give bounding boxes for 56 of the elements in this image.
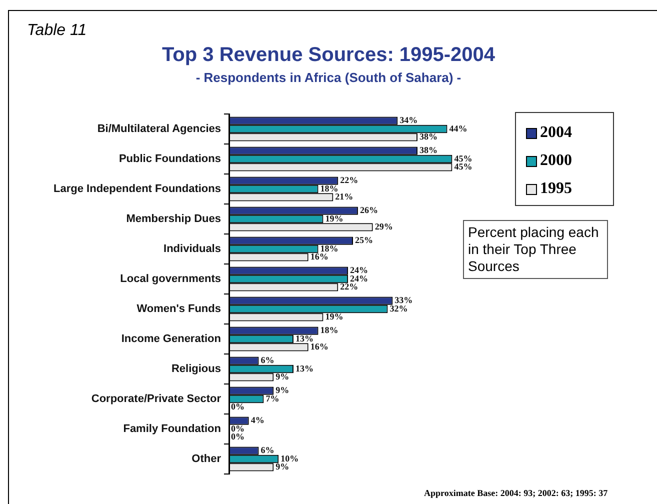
y-tick-label: Religious xyxy=(171,363,221,376)
y-tick-label: Bi/Multilateral Agencies xyxy=(97,123,221,136)
data-label: 29% xyxy=(374,222,393,232)
data-label: 18% xyxy=(320,183,338,194)
data-label: 22% xyxy=(340,282,358,292)
data-label: 44% xyxy=(449,123,468,134)
data-label: 9% xyxy=(276,462,290,472)
data-label: 38% xyxy=(419,132,438,142)
caption: Table 11 xyxy=(27,22,87,40)
data-label: 22% xyxy=(340,175,358,186)
data-label: 13% xyxy=(295,333,314,344)
data-label: 19% xyxy=(325,213,344,224)
chart-subtitle: - Respondents in Africa (South of Sahara) - xyxy=(194,70,462,85)
y-tick-label: Corporate/Private Sector xyxy=(91,393,222,406)
data-label: 9% xyxy=(276,372,290,382)
data-label: 6% xyxy=(260,445,274,456)
text: Approximate Base: 2004: 93; 2002: 63; 1995: 37 xyxy=(424,488,608,498)
y-tick-label: Public Foundations xyxy=(118,153,221,166)
y-tick-label: Large Independent Foundations xyxy=(54,183,221,196)
data-label: 26% xyxy=(360,205,378,216)
data-label: 16% xyxy=(310,342,328,352)
data-label: 18% xyxy=(320,325,338,336)
y-tick-label: Other xyxy=(192,453,222,466)
data-label: 33% xyxy=(394,295,413,306)
data-label: 21% xyxy=(335,192,354,202)
data-label: 16% xyxy=(310,252,328,262)
y-tick-label: Women's Funds xyxy=(136,303,221,316)
data-label: 0% xyxy=(231,402,244,412)
data-label: 9% xyxy=(276,385,290,396)
data-label: 38% xyxy=(419,145,438,156)
data-label: 7% xyxy=(266,393,280,404)
data-label: 24% xyxy=(350,273,368,284)
legend-label: 2000 xyxy=(540,152,572,170)
data-label: 10% xyxy=(280,453,299,464)
y-tick-label: Family Foundation xyxy=(123,423,222,436)
data-label: 45% xyxy=(454,162,472,172)
y-tick-label: Membership Dues xyxy=(126,213,221,226)
data-label: 0% xyxy=(231,423,244,434)
data-label: 34% xyxy=(400,115,418,126)
data-label: 18% xyxy=(320,243,338,254)
data-label: 25% xyxy=(355,235,373,246)
y-tick-label: Income Generation xyxy=(121,333,222,346)
data-label: 4% xyxy=(250,415,264,426)
data-label: 32% xyxy=(390,303,408,314)
data-label: 24% xyxy=(350,265,368,276)
text: Percent placing each in their Top Three Sources xyxy=(463,220,608,279)
chart-title: Top 3 Revenue Sources: 1995-2004 xyxy=(160,44,496,67)
data-label: 45% xyxy=(454,153,472,164)
data-label: 19% xyxy=(325,312,344,322)
data-label: 6% xyxy=(260,355,274,366)
y-tick-label: Local governments xyxy=(120,273,221,286)
data-label: 0% xyxy=(231,432,244,442)
y-tick-label: Individuals xyxy=(164,243,221,256)
data-label: 13% xyxy=(295,363,314,374)
legend-label: 1995 xyxy=(540,180,572,198)
legend-label: 2004 xyxy=(540,124,572,142)
